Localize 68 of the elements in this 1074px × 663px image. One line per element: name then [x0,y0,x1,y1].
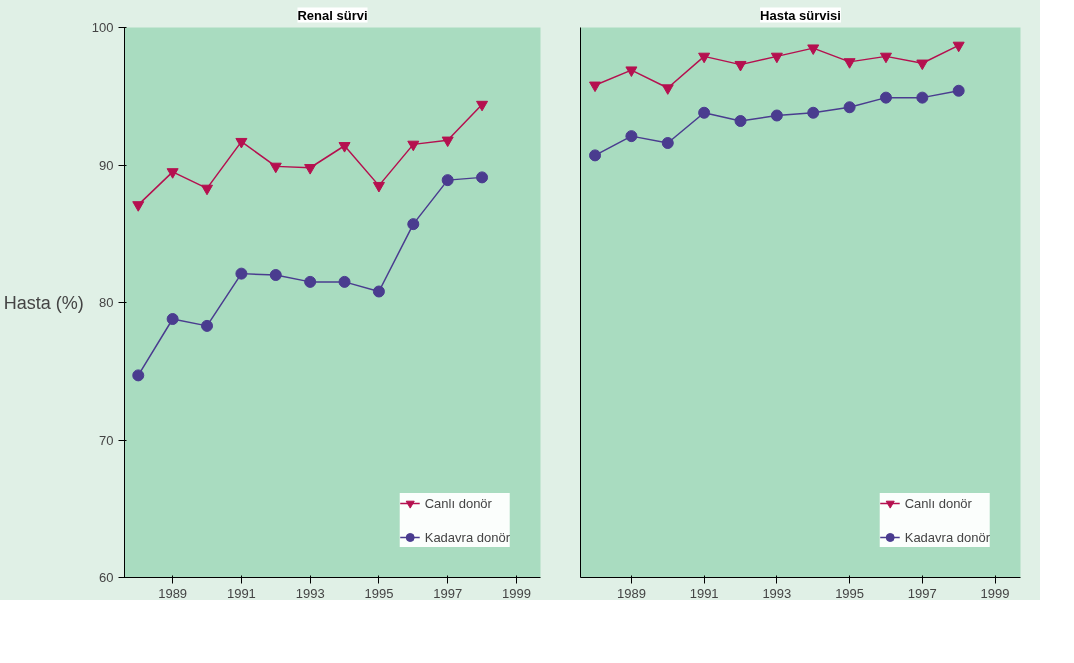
point [879,91,892,104]
chart-title: Hasta sürvisi [760,7,841,23]
point [269,162,282,174]
x-tick-label: 1991 [689,585,719,601]
y-axis-title: Hasta (%) [3,292,84,313]
point [734,60,747,72]
point [698,106,711,119]
x-tick-label: 1999 [980,585,1010,601]
point [407,218,420,231]
point [441,174,454,187]
point [166,168,179,179]
x-tick-label: 1997 [907,585,937,601]
point [952,41,965,53]
point [698,52,711,64]
point [843,101,856,114]
point [661,84,674,95]
point [338,275,351,288]
point [952,84,965,97]
x-tick-label: 1989 [616,585,646,601]
point [879,52,892,64]
point [132,369,145,382]
legend-label: Canlı donör [424,495,492,511]
point [201,184,214,196]
point [372,285,385,298]
point [589,149,602,162]
y-tick-label: 70 [99,432,114,448]
point [372,181,385,193]
point [661,137,674,149]
point [916,91,929,104]
point [625,130,638,143]
y-tick-label: 100 [91,20,114,35]
point [476,100,489,112]
point [407,140,420,152]
legend-label: Canlı donör [904,495,972,511]
x-tick-label: 1993 [762,585,792,601]
point [201,319,214,332]
legend-label: Kadavra donör [424,529,510,545]
point [304,275,317,288]
legend-label: Kadavra donör [904,529,990,545]
y-tick-label: 60 [99,570,114,585]
point [916,59,929,71]
chart-title: Renal sürvi [297,7,368,23]
y-tick-label: 90 [99,157,114,173]
point [132,201,145,212]
point [770,52,783,64]
point [235,267,248,280]
point [304,164,317,175]
point [770,109,783,122]
point [734,115,747,127]
x-tick-label: 1995 [835,585,865,601]
point [807,106,820,119]
point [625,66,638,77]
x-tick-label: 1995 [364,585,394,601]
point [476,171,489,184]
x-tick-label: 1999 [501,585,531,601]
y-tick-label: 80 [99,295,114,310]
point [589,81,602,93]
x-tick-label: 1997 [433,585,463,601]
point [338,142,351,153]
point [843,58,856,69]
point [441,136,454,148]
point [269,269,282,281]
point [235,137,248,149]
x-tick-label: 1991 [226,585,256,601]
point [807,44,820,55]
point [166,313,179,325]
x-tick-label: 1993 [295,585,325,601]
x-tick-label: 1989 [158,585,188,601]
